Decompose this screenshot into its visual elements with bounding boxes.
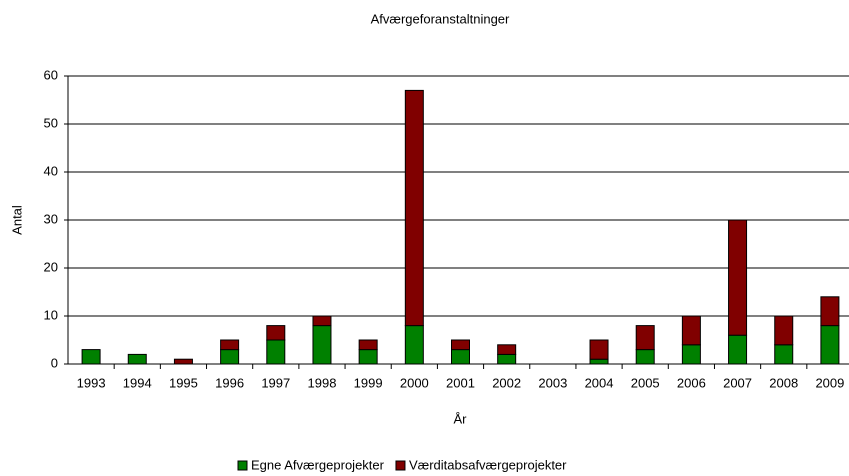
bar-segment [266,325,286,341]
x-tick-label: 1995 [169,375,198,390]
x-tick-label: 2003 [538,375,567,390]
x-tick-label: 2001 [446,375,475,390]
legend-label: Værditabsafværgeprojekter [409,457,567,472]
bar-segment [820,296,840,327]
bar-segment [774,315,794,346]
chart-title: Afværgeforanstaltninger [371,11,510,26]
y-tick-label: 30 [44,211,58,226]
bar-segment [589,358,609,365]
bar-segment [635,349,655,365]
bar-segment [404,325,424,365]
x-tick-label: 1993 [77,375,106,390]
x-axis-label: År [454,411,468,426]
bar-segment [497,344,517,355]
bar-segment [589,339,609,360]
bar-segment [497,353,517,365]
bar-segment [127,353,147,365]
y-tick-label: 20 [44,259,58,274]
bar-segment [451,349,470,365]
x-tick-label: 2002 [492,375,521,390]
bar-segment [173,358,193,365]
bar-segment [358,339,378,351]
x-tick-label: 1996 [215,375,244,390]
bar-segment [312,325,332,365]
bar-segment [266,339,286,365]
bar-segment [681,344,701,365]
x-tick-label: 1998 [308,375,337,390]
x-tick-label: 2005 [631,375,660,390]
bar-segment [312,315,332,327]
x-tick-label: 2008 [769,375,798,390]
bar-segment [404,89,424,327]
x-tick-label: 2004 [585,375,614,390]
y-tick-label: 40 [44,163,58,178]
bar-segment [451,339,470,351]
bar-segment [220,349,240,365]
legend-swatch [395,460,406,471]
bar-segment [774,344,794,365]
x-tick-label: 1997 [261,375,290,390]
x-tick-label: 2006 [677,375,706,390]
y-tick-label: 0 [51,355,58,370]
legend-swatch [237,460,248,471]
x-tick-label: 2000 [400,375,429,390]
y-axis-label: Antal [9,205,24,235]
bar-segment [220,339,240,351]
bar-segment [681,315,701,346]
y-tick-label: 10 [44,307,58,322]
y-tick-label: 50 [44,115,58,130]
x-tick-label: 2009 [815,375,844,390]
x-tick-label: 1999 [354,375,383,390]
bar-segment [820,325,840,365]
bar-segment [358,349,378,365]
legend-label: Egne Afværgeprojekter [251,457,385,472]
bar-segment [81,349,101,365]
x-tick-label: 2007 [723,375,752,390]
bar-segment [635,325,655,351]
x-tick-label: 1994 [123,375,152,390]
bar-segment [728,334,748,365]
y-tick-label: 60 [44,67,58,82]
bar-segment [728,219,748,336]
